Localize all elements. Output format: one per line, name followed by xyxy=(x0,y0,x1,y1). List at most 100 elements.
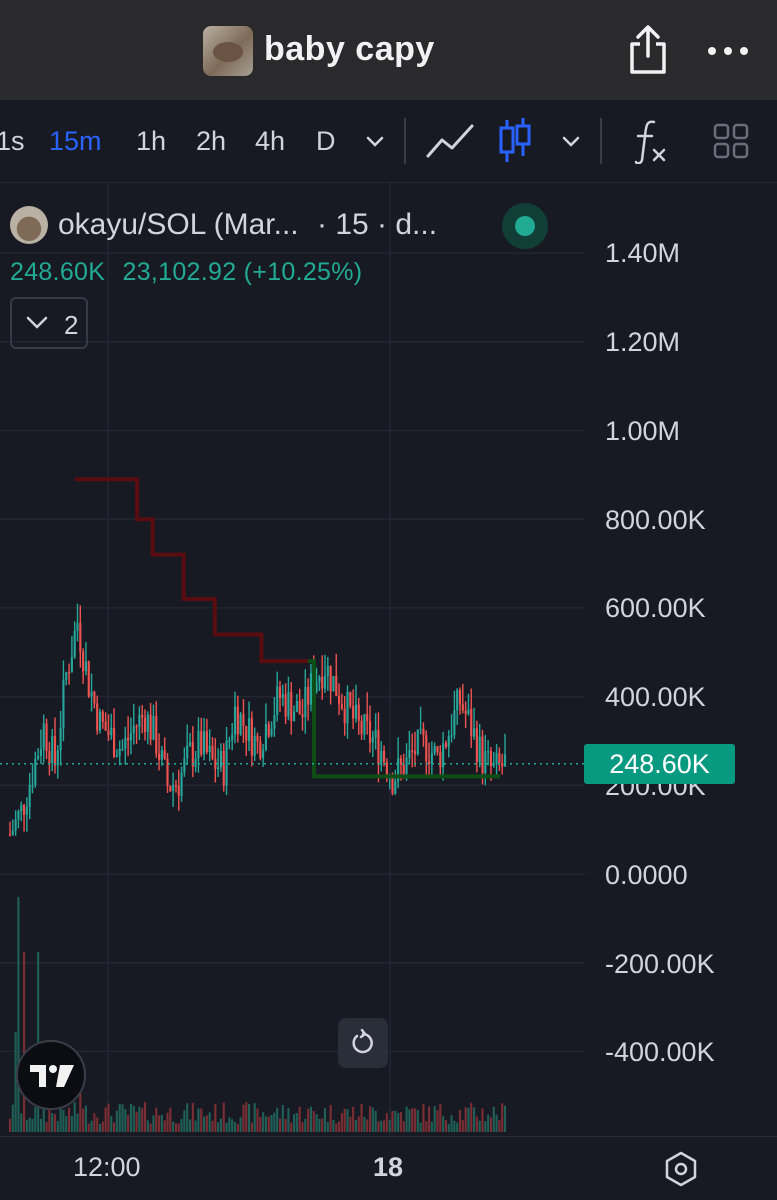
volume-bar xyxy=(22,952,26,1132)
chevron-down-icon xyxy=(26,316,48,329)
candle-body xyxy=(259,741,262,759)
candle-body xyxy=(239,714,242,735)
volume-bar xyxy=(436,1110,439,1132)
volume-bar xyxy=(160,1114,163,1132)
volume-bar xyxy=(28,1117,31,1132)
timeframe-1h[interactable]: 1h xyxy=(136,126,167,156)
volume-bar xyxy=(447,1123,450,1132)
settings-icon[interactable] xyxy=(662,1150,700,1188)
legend-title[interactable]: okayu/SOL (Mar... · 15 · d... xyxy=(58,208,437,242)
volume-bar xyxy=(76,1113,79,1132)
volume-bar xyxy=(318,1118,321,1132)
status-dot-icon xyxy=(515,216,535,236)
timeframe-d[interactable]: D xyxy=(316,126,336,156)
candle-body xyxy=(326,665,329,676)
volume-bar xyxy=(295,1113,298,1132)
candle-body xyxy=(82,651,85,672)
candle-body xyxy=(157,753,161,760)
price-chart[interactable] xyxy=(0,183,777,1135)
candle-body xyxy=(197,730,200,759)
volume-bar xyxy=(408,1109,411,1132)
line-chart-icon[interactable] xyxy=(424,120,476,162)
candle-body xyxy=(28,785,31,808)
candle-body xyxy=(374,729,377,738)
candle-body xyxy=(290,692,293,722)
candle-body xyxy=(245,725,248,741)
legend-change: 23,102.92 (+10.25%) xyxy=(122,258,363,286)
candle-body xyxy=(287,692,290,717)
candlestick-icon[interactable] xyxy=(498,116,532,166)
volume-bar xyxy=(382,1120,386,1132)
candle-body xyxy=(76,622,79,632)
volume-bar xyxy=(385,1113,388,1132)
volume-bar xyxy=(45,1122,48,1132)
volume-bar xyxy=(495,1114,498,1132)
volume-bar xyxy=(329,1104,332,1132)
candle-body xyxy=(329,665,332,692)
volume-bar xyxy=(242,1104,245,1132)
volume-bar xyxy=(247,1103,251,1132)
timeframe-4h[interactable]: 4h xyxy=(255,126,286,156)
candle-body xyxy=(141,714,144,718)
volume-bar xyxy=(397,1112,400,1132)
grid-layout-icon[interactable] xyxy=(712,122,750,160)
volume-bar xyxy=(425,1121,428,1132)
tradingview-logo[interactable] xyxy=(16,1040,86,1110)
volume-bar xyxy=(56,1121,59,1132)
candle-body xyxy=(411,750,414,752)
candle-body xyxy=(191,742,194,767)
collapse-indicators-button[interactable]: 2 xyxy=(10,297,88,349)
candle-body xyxy=(366,714,369,722)
volume-bar xyxy=(315,1114,318,1132)
candle-body xyxy=(11,830,14,835)
candle-body xyxy=(25,807,28,815)
more-dots-icon[interactable] xyxy=(706,34,750,68)
timeframe-2h[interactable]: 2h xyxy=(196,126,227,156)
share-icon[interactable] xyxy=(624,24,672,76)
chart-type-dropdown-chevron-icon[interactable] xyxy=(560,133,582,149)
volume-bar xyxy=(228,1117,231,1132)
volume-bar xyxy=(67,1107,71,1132)
volume-bar xyxy=(307,1108,310,1132)
volume-bar xyxy=(326,1121,329,1132)
fx-indicators-icon[interactable] xyxy=(632,118,672,164)
candle-body xyxy=(278,686,282,699)
volume-bar xyxy=(180,1118,183,1132)
candle-body xyxy=(73,631,76,658)
top-bar: baby capy xyxy=(0,0,777,100)
candle-body xyxy=(489,751,493,767)
volume-bar xyxy=(292,1114,296,1132)
timeframe-dropdown-chevron-icon[interactable] xyxy=(364,133,386,149)
timeframe-1s[interactable]: 1s xyxy=(0,126,25,156)
candle-body xyxy=(394,781,397,794)
candle-body xyxy=(152,715,155,740)
candle-body xyxy=(346,691,349,724)
y-tick-label: 1.40M xyxy=(605,238,681,268)
candle-body xyxy=(340,704,343,709)
timeframe-15m[interactable]: 15m xyxy=(49,126,102,156)
candle-body xyxy=(433,746,436,754)
volume-bar xyxy=(262,1112,265,1132)
volume-bar xyxy=(363,1117,366,1132)
volume-bar xyxy=(321,1118,324,1132)
time-axis[interactable] xyxy=(0,1136,777,1200)
candle-body xyxy=(377,729,380,765)
resistance-line xyxy=(75,477,308,664)
volume-bar xyxy=(256,1108,259,1132)
market-status-indicator xyxy=(502,203,548,249)
volume-bar xyxy=(335,1123,338,1132)
volume-bar xyxy=(337,1121,341,1132)
reset-chart-button[interactable] xyxy=(338,1018,388,1068)
volume-bar xyxy=(217,1122,220,1132)
candle-body xyxy=(391,776,394,794)
page-title: baby capy xyxy=(264,30,435,68)
volume-bar xyxy=(346,1109,349,1132)
volume-bar xyxy=(115,1110,118,1132)
candle-body xyxy=(129,733,133,741)
volume-bar xyxy=(340,1113,343,1132)
volume-bar xyxy=(121,1104,124,1132)
volume-bar xyxy=(472,1107,476,1132)
indicator-count: 2 xyxy=(64,310,79,340)
candle-body xyxy=(416,729,419,754)
volume-bar xyxy=(20,1113,23,1132)
